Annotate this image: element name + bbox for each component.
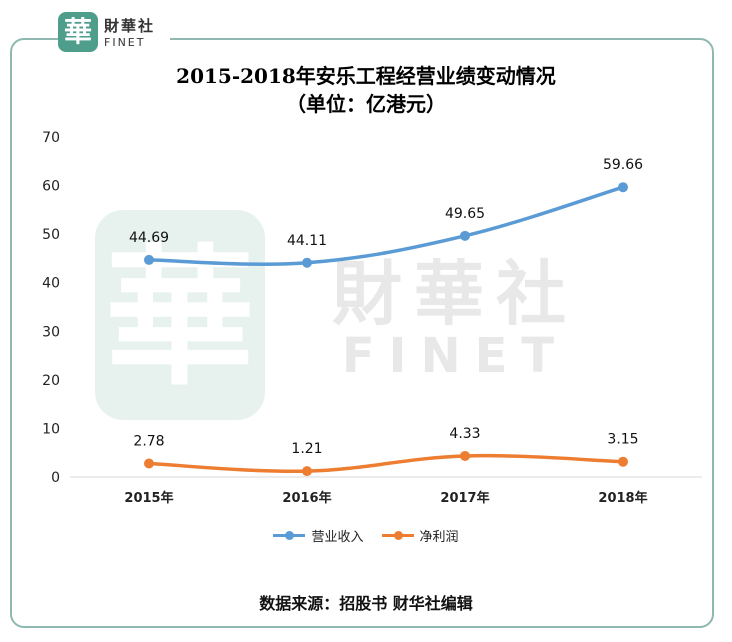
data-label: 3.15 — [607, 432, 638, 448]
legend-item-profit: 净利润 — [381, 526, 459, 545]
x-tick-label: 2018年 — [598, 490, 647, 506]
legend-revenue-swatch — [273, 531, 306, 540]
y-tick-label: 0 — [51, 470, 60, 486]
x-tick-label: 2015年 — [124, 490, 173, 506]
legend-revenue-label: 营业收入 — [311, 530, 364, 545]
series-group: 44.69 44.11 49.65 59.66 2.78 1.21 4.33 3.15 — [129, 157, 643, 477]
legend-profit-label: 净利润 — [419, 530, 459, 545]
watermark-glyph: 華 — [105, 230, 255, 406]
x-tick-label: 2017年 — [440, 490, 489, 506]
source-note: 数据来源：招股书 财华社编辑 — [259, 594, 473, 613]
legend-item-revenue: 营业收入 — [273, 526, 364, 545]
chart-subtitle: （单位：亿港元） — [286, 92, 446, 116]
data-point — [144, 458, 154, 469]
data-point — [144, 254, 154, 265]
watermark-cn: 財華社 — [332, 253, 578, 335]
series-line-profit — [148, 453, 624, 474]
series-line-revenue — [148, 185, 624, 266]
data-label: 1.21 — [291, 441, 322, 457]
data-point — [302, 466, 312, 477]
data-point — [460, 450, 470, 461]
chart-title: 2015-2018年安乐工程经营业绩变动情况 — [176, 64, 556, 88]
data-label: 49.65 — [445, 206, 485, 222]
logo-seal-icon: 華 — [58, 12, 98, 52]
legend-profit-swatch — [381, 531, 414, 540]
y-tick-label: 70 — [42, 130, 60, 146]
y-tick-label: 60 — [42, 179, 60, 195]
data-label: 44.11 — [287, 233, 327, 249]
logo-en-text: FINET — [104, 36, 146, 49]
x-tick-label: 2016年 — [282, 490, 331, 506]
data-point — [460, 230, 470, 241]
watermark-en: FINET — [342, 328, 568, 384]
y-tick-label: 50 — [42, 227, 60, 243]
data-label: 2.78 — [133, 433, 164, 449]
data-label: 4.33 — [449, 426, 480, 442]
logo-text: 財華社 FINET — [104, 15, 155, 49]
data-label: 59.66 — [603, 157, 643, 173]
y-tick-label: 30 — [42, 324, 60, 340]
logo-cn-text: 財華社 — [104, 17, 156, 35]
y-tick-label: 10 — [42, 421, 60, 437]
y-tick-label: 40 — [42, 276, 60, 292]
data-point — [618, 456, 628, 467]
data-label: 44.69 — [129, 230, 169, 246]
legend: 营业收入 净利润 — [0, 526, 732, 545]
finet-logo: 華 財華社 FINET — [58, 8, 170, 56]
data-point — [618, 182, 628, 193]
chart-frame — [10, 38, 714, 628]
y-tick-label: 20 — [42, 373, 60, 389]
data-point — [302, 257, 312, 268]
y-axis: 0 10 20 30 40 50 60 70 — [42, 130, 60, 486]
x-axis-labels: 2015年 2016年 2017年 2018年 — [124, 490, 647, 506]
